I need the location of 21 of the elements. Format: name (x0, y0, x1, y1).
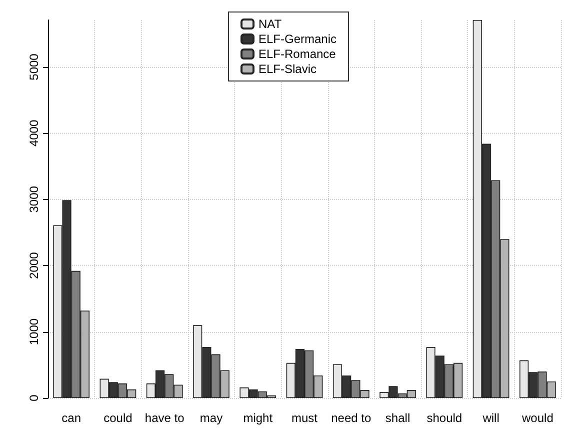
x-tick-label: may (200, 411, 223, 425)
x-tick-label: have to (144, 411, 185, 425)
x-tick-label: should (426, 411, 462, 425)
x-tick-label: need to (331, 411, 372, 425)
x-tick-label: must (291, 411, 318, 425)
x-tick-label: will (482, 411, 500, 425)
x-tick-label: can (62, 411, 81, 425)
y-tick-label: 1000 (27, 318, 41, 346)
legend-label: ELF-Romance (258, 47, 336, 61)
y-tick-label: 3000 (27, 186, 41, 213)
y-tick-label: 4000 (27, 120, 41, 147)
legend-label: ELF-Germanic (258, 32, 337, 46)
x-tick-label: shall (385, 411, 410, 425)
x-tick-label: could (104, 411, 132, 425)
legend-label: ELF-Slavic (258, 62, 317, 76)
y-tick-label: 5000 (27, 53, 41, 80)
legend-label: NAT (258, 17, 282, 31)
y-tick-label: 2000 (27, 252, 41, 279)
y-tick-label: 0 (27, 394, 41, 402)
x-tick-label: might (243, 411, 274, 425)
x-tick-label: would (521, 411, 554, 425)
